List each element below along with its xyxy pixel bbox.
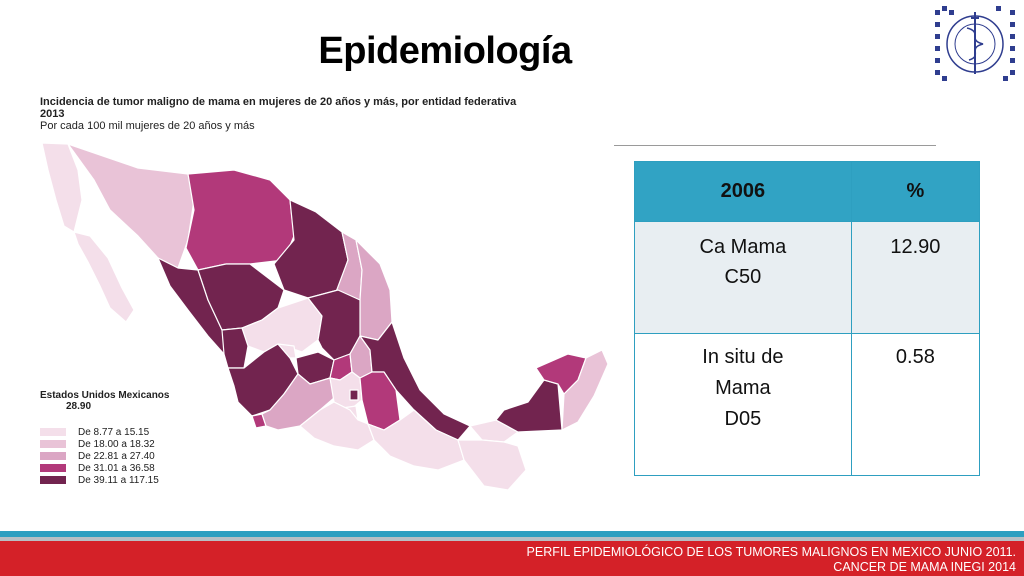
legend-label: De 39.11 a 117.15 bbox=[78, 474, 159, 486]
label-line: C50 bbox=[724, 266, 762, 288]
slide-title: Epidemiología bbox=[318, 30, 572, 72]
legend-swatch bbox=[40, 452, 66, 460]
legend-item: De 18.00 a 18.32 bbox=[40, 438, 240, 450]
map-caption: Incidencia de tumor maligno de mama en m… bbox=[40, 96, 600, 132]
legend-label: De 31.01 a 36.58 bbox=[78, 462, 155, 474]
label-line: Ca Mama bbox=[699, 236, 787, 258]
footer-line-1: PERFIL EPIDEMIOLÓGICO DE LOS TUMORES MAL… bbox=[526, 545, 1016, 559]
table-header-row: 2006 % bbox=[634, 161, 981, 222]
legend-swatch bbox=[40, 440, 66, 448]
table-header-percent: % bbox=[850, 161, 981, 222]
state-chihuahua bbox=[185, 169, 295, 271]
footer-band-red bbox=[0, 541, 1024, 576]
legend-swatch bbox=[40, 464, 66, 472]
state-baja-california bbox=[41, 142, 83, 233]
table-cell-label: In situ de Mama D05 bbox=[634, 333, 852, 476]
legend-swatch bbox=[40, 476, 66, 484]
legend-national-value: 28.90 bbox=[66, 401, 92, 412]
state-quintana-roo bbox=[561, 349, 609, 431]
footer-band-gray bbox=[0, 537, 1024, 541]
footer-band-blue bbox=[0, 531, 1024, 537]
legend-item: De 22.81 a 27.40 bbox=[40, 450, 240, 462]
table-cell-value: 12.90 bbox=[850, 221, 981, 334]
footer-source: PERFIL EPIDEMIOLÓGICO DE LOS TUMORES MAL… bbox=[527, 545, 1016, 575]
legend-item: De 8.77 a 15.15 bbox=[40, 426, 240, 438]
label-line: In situ de bbox=[702, 346, 784, 368]
mexico-choropleth-map bbox=[41, 142, 609, 491]
state-tamaulipas bbox=[355, 239, 393, 341]
map-caption-unit: Por cada 100 mil mujeres de 20 años y má… bbox=[40, 120, 255, 132]
legend-item: De 31.01 a 36.58 bbox=[40, 462, 240, 474]
state-oaxaca bbox=[367, 409, 465, 471]
table-cell-label: Ca Mama C50 bbox=[634, 221, 852, 334]
state-baja-california-sur bbox=[73, 231, 135, 323]
state-nayarit bbox=[221, 327, 249, 369]
label-line: Mama bbox=[715, 377, 771, 399]
map-caption-title: Incidencia de tumor maligno de mama en m… bbox=[40, 96, 517, 108]
data-table: 2006 % Ca Mama C50 12.90 In situ de Mama… bbox=[634, 161, 981, 476]
table-cell-value: 0.58 bbox=[850, 333, 981, 476]
divider-line bbox=[614, 145, 936, 146]
institute-seal-icon bbox=[934, 5, 1016, 81]
state-chiapas bbox=[457, 439, 527, 491]
label-line: D05 bbox=[724, 408, 762, 430]
footer-line-2: CANCER DE MAMA INEGI 2014 bbox=[833, 560, 1016, 574]
legend-label: De 8.77 a 15.15 bbox=[78, 426, 150, 438]
state-campeche bbox=[495, 379, 563, 433]
legend-swatch bbox=[40, 428, 66, 436]
table-row: In situ de Mama D05 0.58 bbox=[634, 333, 981, 476]
table-header-year: 2006 bbox=[634, 161, 852, 222]
state-cdmx bbox=[349, 389, 359, 401]
legend-item: De 39.11 a 117.15 bbox=[40, 474, 240, 486]
legend-label: De 22.81 a 27.40 bbox=[78, 450, 155, 462]
legend-label: De 18.00 a 18.32 bbox=[78, 438, 155, 450]
state-michoacan bbox=[261, 373, 335, 431]
table-row: Ca Mama C50 12.90 bbox=[634, 221, 981, 334]
map-legend: Estados Unidos Mexicanos 28.90 De 8.77 a… bbox=[40, 390, 240, 486]
legend-title: Estados Unidos Mexicanos bbox=[40, 390, 170, 401]
map-caption-year: 2013 bbox=[40, 108, 65, 120]
